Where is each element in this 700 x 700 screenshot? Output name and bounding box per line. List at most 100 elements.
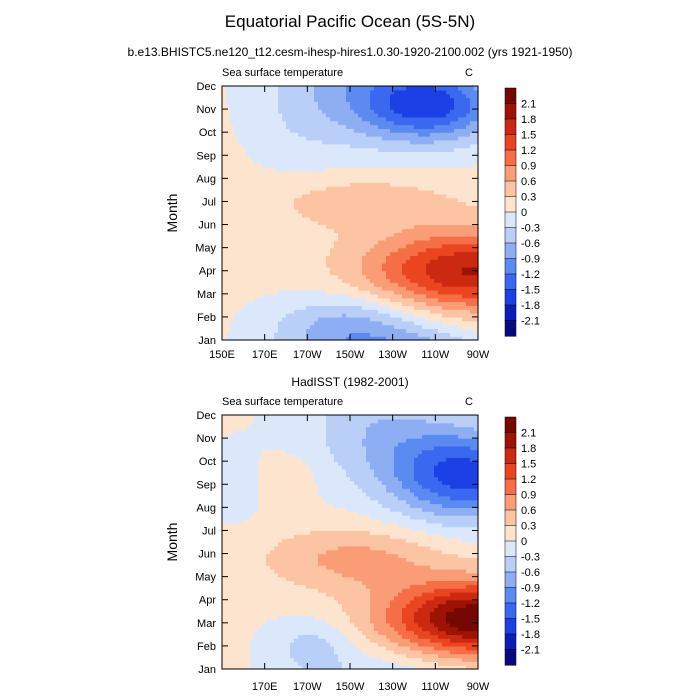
sst-cell: [294, 649, 299, 655]
sst-cell: [366, 653, 371, 659]
sst-cell: [422, 124, 427, 129]
sst-cell: [374, 309, 379, 314]
sst-cell: [238, 236, 243, 241]
sst-cell: [470, 278, 475, 283]
sst-cell: [306, 297, 311, 303]
sst-cell: [306, 649, 311, 655]
sst-cell: [270, 309, 275, 314]
sst-cell: [346, 332, 351, 337]
sst-cell: [346, 336, 351, 341]
sst-cell: [406, 259, 411, 264]
sst-cell: [430, 239, 435, 245]
sst-cell: [254, 209, 259, 214]
sst-cell: [474, 301, 479, 306]
sst-cell: [438, 205, 443, 210]
sst-cell: [366, 197, 371, 203]
sst-cell: [438, 645, 443, 651]
sst-cell: [314, 645, 319, 651]
sst-cell: [330, 120, 335, 126]
sst-cell: [374, 263, 379, 268]
sst-cell: [398, 128, 403, 133]
sst-cell: [394, 86, 399, 91]
sst-cell: [290, 193, 295, 199]
sst-cell: [374, 282, 379, 287]
sst-cell: [302, 626, 307, 632]
sst-cell: [258, 162, 263, 168]
sst-cell: [266, 301, 271, 306]
sst-cell: [318, 236, 323, 241]
sst-cell: [346, 186, 351, 191]
sst-cell: [414, 642, 419, 647]
sst-cell: [242, 324, 247, 330]
sst-cell: [230, 213, 235, 218]
sst-cell: [454, 162, 459, 168]
sst-cell: [370, 209, 375, 214]
sst-cell: [418, 143, 423, 149]
sst-cell: [234, 174, 239, 179]
sst-cell: [422, 274, 427, 280]
sst-cell: [474, 638, 479, 643]
sst-cell: [278, 147, 283, 153]
sst-cell: [262, 109, 267, 114]
sst-cell: [422, 182, 427, 187]
sst-cell: [270, 239, 275, 245]
sst-cell: [238, 93, 243, 99]
sst-cell: [418, 174, 423, 179]
sst-cell: [466, 97, 471, 102]
sst-cell: [306, 313, 311, 318]
sst-cell: [246, 645, 251, 651]
sst-cell: [430, 328, 435, 333]
sst-cell: [410, 228, 415, 233]
sst-cell: [370, 120, 375, 126]
sst-cell: [466, 132, 471, 137]
sst-cell: [438, 193, 443, 199]
sst-cell: [458, 266, 463, 272]
sst-cell: [418, 224, 423, 229]
sst-cell: [306, 259, 311, 264]
sst-cell: [250, 143, 255, 149]
sst-cell: [370, 89, 375, 95]
sst-cell: [278, 86, 283, 91]
sst-cell: [402, 136, 407, 141]
sst-cell: [330, 147, 335, 153]
sst-cell: [438, 139, 443, 145]
sst-cell: [242, 147, 247, 153]
sst-cell: [330, 305, 335, 310]
sst-cell: [454, 174, 459, 179]
sst-cell: [250, 147, 255, 153]
sst-cell: [346, 661, 351, 666]
sst-cell: [394, 657, 399, 662]
sst-cell: [302, 124, 307, 129]
sst-cell: [350, 151, 355, 156]
sst-cell: [262, 132, 267, 137]
sst-cell: [306, 657, 311, 662]
sst-cell: [242, 243, 247, 249]
sst-cell: [366, 309, 371, 314]
sst-cell: [374, 247, 379, 253]
sst-cell: [326, 274, 331, 280]
sst-cell: [302, 274, 307, 280]
sst-cell: [422, 97, 427, 102]
sst-cell: [370, 136, 375, 141]
sst-cell: [398, 309, 403, 314]
sst-cell: [314, 665, 319, 670]
sst-cell: [274, 112, 279, 118]
sst-cell: [342, 289, 347, 295]
sst-cell: [246, 97, 251, 102]
sst-cell: [450, 228, 455, 233]
sst-cell: [362, 89, 367, 95]
sst-cell: [354, 251, 359, 256]
sst-cell: [474, 251, 479, 256]
sst-cell: [286, 136, 291, 141]
sst-cell: [386, 112, 391, 118]
sst-cell: [306, 653, 311, 659]
sst-cell: [370, 232, 375, 237]
sst-cell: [370, 239, 375, 245]
sst-cell: [358, 159, 363, 164]
sst-cell: [362, 116, 367, 122]
sst-cell: [238, 278, 243, 283]
sst-cell: [462, 174, 467, 179]
sst-cell: [430, 178, 435, 183]
sst-cell: [470, 282, 475, 287]
sst-cell: [258, 97, 263, 102]
